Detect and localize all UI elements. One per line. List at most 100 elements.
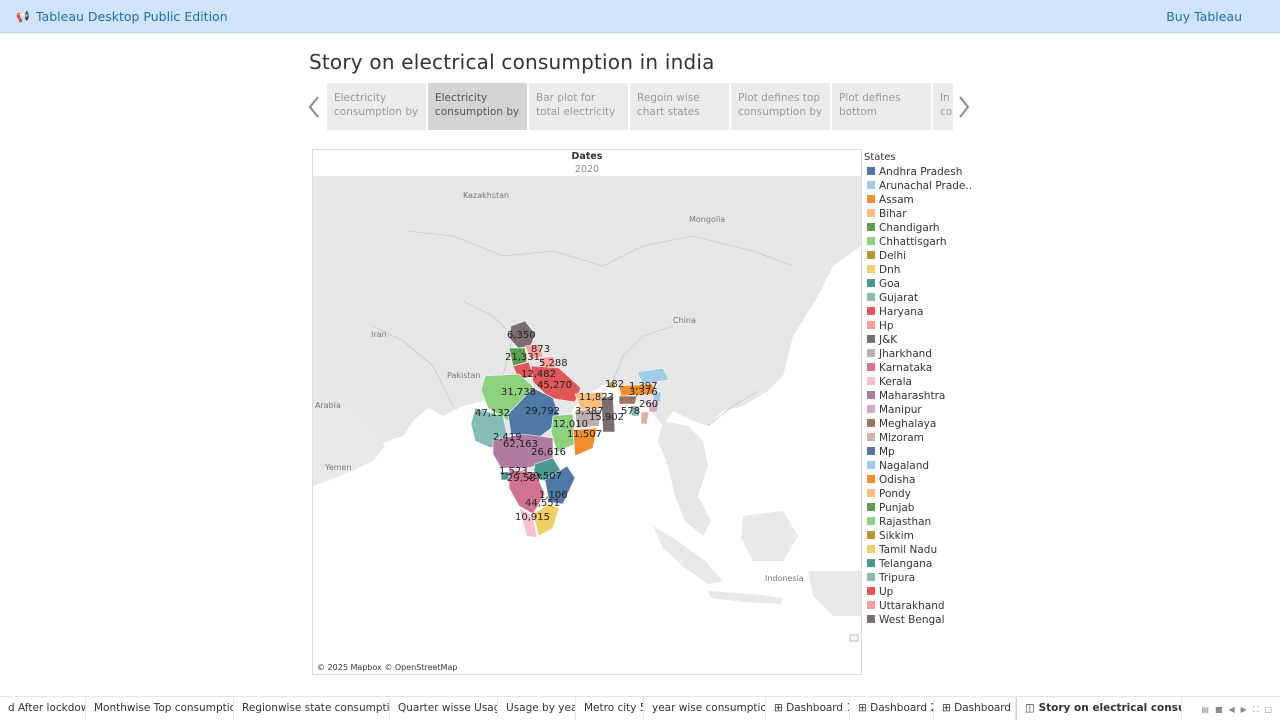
megaphone-icon: 📢: [16, 10, 30, 23]
country-label: Iran: [371, 330, 387, 339]
legend-item[interactable]: Uttarakhand: [864, 600, 974, 614]
show-filmstrip-icon[interactable]: ▤: [1201, 705, 1209, 714]
landmass-indochina: [658, 421, 711, 536]
legend-swatch: [867, 335, 875, 343]
value-label-maharashtra: 62,163: [503, 439, 538, 450]
map-canvas[interactable]: Kazakhstan Mongolia Iran China Pakistan …: [313, 176, 861, 662]
value-label-punjab: 21,331: [505, 352, 540, 363]
legend-item[interactable]: Punjab: [864, 502, 974, 516]
legend-label: West Bengal: [879, 614, 945, 626]
legend-item[interactable]: Tamil Nadu: [864, 544, 974, 558]
legend-item[interactable]: Hp: [864, 320, 974, 334]
story-point-7[interactable]: In co: [933, 83, 953, 130]
legend-item[interactable]: Haryana: [864, 306, 974, 320]
state-tripura: [630, 405, 640, 417]
sheet-tab-dashboard[interactable]: ⊞ Dashboard 1: [766, 697, 850, 720]
sheet-tab-dashboard[interactable]: ⊞ Dashboard 3: [934, 697, 1016, 720]
sheet-tab[interactable]: Metro city 5: [576, 697, 644, 720]
value-label-andhra: 29,507: [527, 471, 562, 482]
sheet-tab-dashboard[interactable]: ⊞ Dashboard 2: [850, 697, 934, 720]
legend-item[interactable]: Rajasthan: [864, 516, 974, 530]
sheet-tab[interactable]: Monthwise Top consumption: [86, 697, 234, 720]
legend-item[interactable]: Mizoram: [864, 432, 974, 446]
legend-item[interactable]: Odisha: [864, 474, 974, 488]
legend-item[interactable]: Sikkim: [864, 530, 974, 544]
legend-label: Chandigarh: [879, 222, 940, 234]
sheet-tab-story-active[interactable]: ◫ Story on electrical consump...: [1016, 697, 1182, 720]
legend-item[interactable]: Karnataka: [864, 362, 974, 376]
state-nagaland: [652, 391, 662, 403]
legend-items: Andhra Pradesh Arunachal Prade.. Assam Biha…: [864, 166, 974, 628]
fullscreen-icon[interactable]: ⛶: [1252, 705, 1259, 714]
value-label-odisha: 11,507: [567, 429, 602, 440]
legend-item[interactable]: Jharkhand: [864, 348, 974, 362]
legend-swatch: [867, 391, 875, 399]
story-point-6[interactable]: Plot defines bottom: [832, 83, 931, 130]
story-point-5[interactable]: Plot defines top consumption by: [731, 83, 830, 130]
legend-item[interactable]: Goa: [864, 278, 974, 292]
value-label-jharkhand: 3,387: [575, 406, 604, 417]
legend-item[interactable]: Gujarat: [864, 292, 974, 306]
sheet-tab[interactable]: Usage by year: [498, 697, 576, 720]
legend-item[interactable]: Assam: [864, 194, 974, 208]
legend-item[interactable]: Arunachal Prade..: [864, 180, 974, 194]
sheet-tab[interactable]: year wise consumption: [644, 697, 766, 720]
country-label: Kazakhstan: [463, 191, 509, 200]
legend-item[interactable]: West Bengal: [864, 614, 974, 628]
value-label-kerala: 1,523: [499, 466, 528, 477]
legend-item[interactable]: Manipur: [864, 404, 974, 418]
legend-item[interactable]: Pondy: [864, 488, 974, 502]
legend-label: Tamil Nadu: [879, 544, 938, 556]
value-label-arunachal: 1,397: [629, 381, 658, 392]
legend-item[interactable]: Telangana: [864, 558, 974, 572]
legend-item[interactable]: Dnh: [864, 264, 974, 278]
next-story-point-button[interactable]: [956, 93, 972, 121]
state-chhattisgarh: [550, 413, 576, 453]
expand-icon[interactable]: □: [1264, 705, 1272, 714]
previous-story-point-button[interactable]: [306, 93, 322, 121]
legend-swatch: [867, 251, 875, 259]
country-label: Pakistan: [447, 371, 481, 380]
legend-item[interactable]: Maharashtra: [864, 390, 974, 404]
story-title: Story on electrical consumption in india: [309, 50, 715, 74]
sheet-tab[interactable]: Quarter wisse Usage: [390, 697, 498, 720]
dates-header-label: Dates: [571, 151, 603, 162]
legend-label: Nagaland: [879, 460, 930, 472]
tab-scroll-right-icon[interactable]: ▶: [1240, 705, 1247, 714]
landmass-new-guinea: [808, 571, 861, 616]
legend-item[interactable]: Chandigarh: [864, 222, 974, 236]
legend-item[interactable]: Kerala: [864, 376, 974, 390]
value-label-pondy: 1,106: [539, 490, 568, 501]
legend-item[interactable]: Nagaland: [864, 460, 974, 474]
legend-label: Jharkhand: [879, 348, 932, 360]
tab-scroll-left-icon[interactable]: ◀: [1228, 705, 1235, 714]
legend-item[interactable]: Bihar: [864, 208, 974, 222]
legend-item[interactable]: Up: [864, 586, 974, 600]
legend-swatch: [867, 223, 875, 231]
story-point-3[interactable]: Bar plot for total electricity: [529, 83, 628, 130]
legend-item[interactable]: J&K: [864, 334, 974, 348]
buy-tableau-link[interactable]: Buy Tableau: [1166, 9, 1242, 24]
story-point-4[interactable]: Regoin wise chart states: [630, 83, 729, 130]
value-label-hp: 873: [531, 344, 550, 355]
map-view[interactable]: Dates 2020: [312, 149, 862, 675]
legend-item[interactable]: Mp: [864, 446, 974, 460]
legend-item[interactable]: Delhi: [864, 250, 974, 264]
legend-item[interactable]: Meghalaya: [864, 418, 974, 432]
legend-swatch: [867, 545, 875, 553]
legend-label: Meghalaya: [879, 418, 937, 430]
legend-item[interactable]: Tripura: [864, 572, 974, 586]
legend-label: Tripura: [879, 572, 916, 584]
legend-item[interactable]: Chhattisgarh: [864, 236, 974, 250]
sheet-tab[interactable]: d After lockdown: [0, 697, 86, 720]
map-zoom-icon[interactable]: [849, 634, 859, 642]
legend-label: Up: [879, 586, 894, 598]
sheet-tab[interactable]: Regionwise state consumption: [234, 697, 390, 720]
show-sheet-sorter-icon[interactable]: ■: [1214, 705, 1223, 714]
legend-label: Bihar: [879, 208, 907, 220]
story-point-2[interactable]: Electricity consumption by: [428, 83, 527, 130]
story-point-1[interactable]: Electricity consumption by: [327, 83, 426, 130]
state-manipur: [648, 401, 660, 413]
legend-item[interactable]: Andhra Pradesh: [864, 166, 974, 180]
value-label-jk: 6,350: [507, 330, 536, 341]
